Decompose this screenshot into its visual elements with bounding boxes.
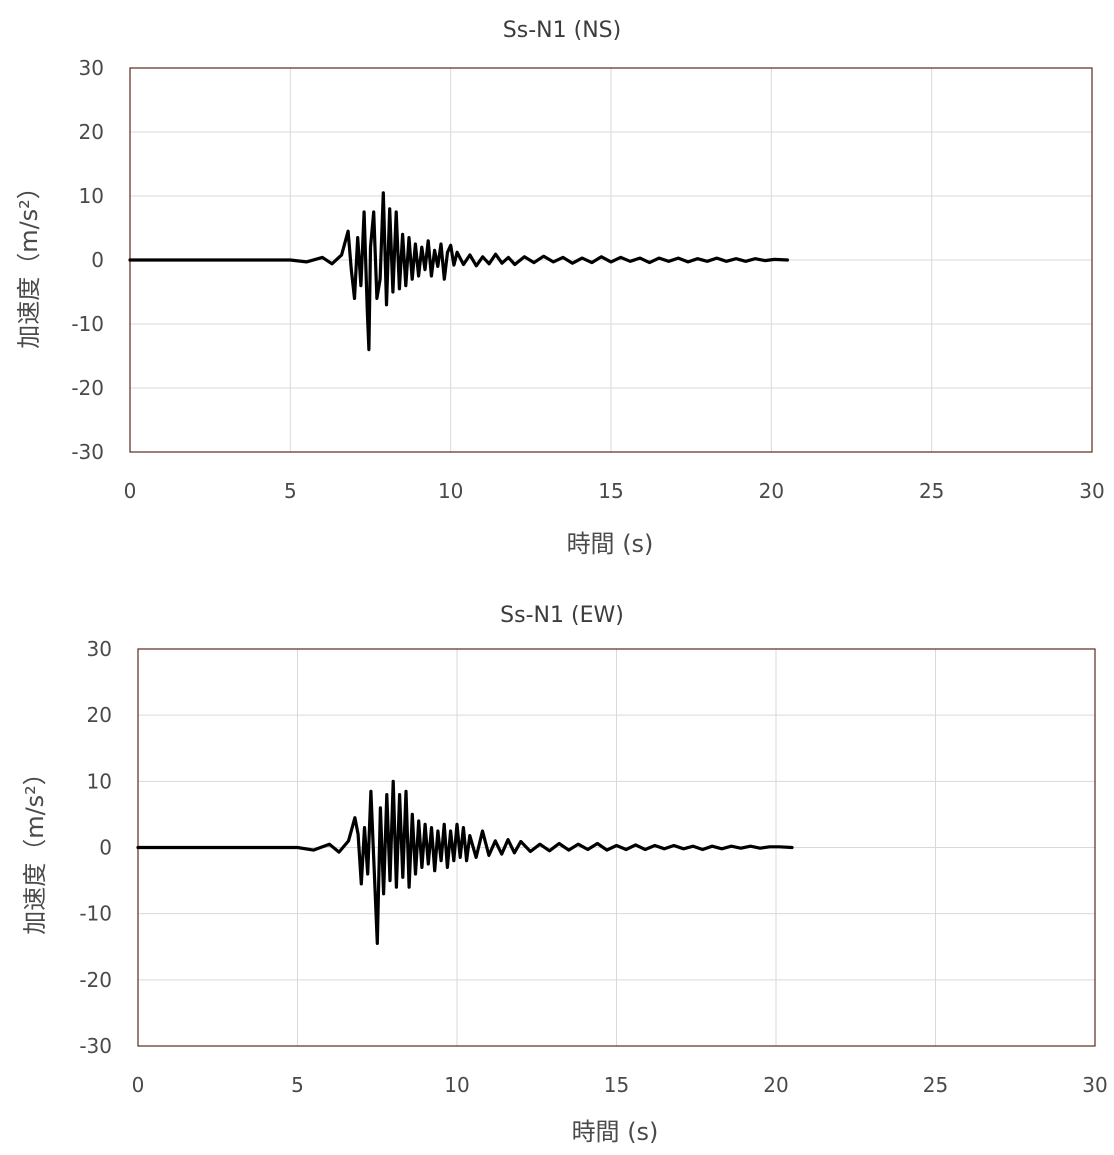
- acceleration-series-line: [136, 779, 794, 945]
- x-axis-label: 時間 (s): [572, 1118, 659, 1146]
- y-axis-label: 加速度（m/s²）: [21, 761, 49, 935]
- chart-title: Ss-N1 (NS): [503, 18, 621, 43]
- x-axis-label: 時間 (s): [567, 530, 654, 558]
- y-tick-label: 0: [91, 248, 104, 272]
- y-tick-labels: 30 20 10 0 -10 -20 -30: [71, 56, 104, 464]
- chart-ew: Ss-N1 (EW) 30 20 10 0 -10 -20 -30 0 5 10 15 20 25 30…: [0, 588, 1114, 1155]
- y-tick-label: 20: [79, 120, 104, 144]
- y-axis-label: 加速度（m/s²）: [15, 175, 43, 349]
- x-tick-label: 20: [759, 479, 784, 503]
- x-tick-label: 30: [1082, 1073, 1107, 1097]
- chart-ns: Ss-N1 (NS) 30 20 10 0 -10 -20 -30 0 5 10 15 20 25 30…: [0, 0, 1114, 575]
- chart-title: Ss-N1 (EW): [500, 603, 624, 628]
- x-tick-label: 30: [1079, 479, 1104, 503]
- x-tick-label: 25: [919, 479, 944, 503]
- chart-ew-svg: Ss-N1 (EW) 30 20 10 0 -10 -20 -30 0 5 10 15 20 25 30…: [21, 603, 1108, 1146]
- y-tick-label: 30: [79, 56, 104, 80]
- y-tick-label: 10: [79, 184, 104, 208]
- y-tick-label: 10: [87, 769, 112, 793]
- x-tick-labels: 0 5 10 15 20 25 30: [132, 1073, 1108, 1097]
- y-tick-label: -30: [71, 440, 104, 464]
- x-tick-label: 0: [132, 1073, 145, 1097]
- x-tick-label: 5: [284, 479, 297, 503]
- y-tick-label: -20: [79, 968, 112, 992]
- y-tick-label: -10: [71, 312, 104, 336]
- x-tick-label: 15: [604, 1073, 629, 1097]
- x-tick-label: 10: [438, 479, 463, 503]
- y-tick-label: -30: [79, 1034, 112, 1058]
- x-tick-label: 25: [923, 1073, 948, 1097]
- acceleration-series-line: [128, 191, 789, 352]
- y-tick-label: 0: [99, 836, 112, 860]
- y-tick-label: 20: [87, 703, 112, 727]
- x-tick-label: 20: [763, 1073, 788, 1097]
- y-tick-labels: 30 20 10 0 -10 -20 -30: [79, 637, 112, 1058]
- x-tick-label: 0: [124, 479, 137, 503]
- x-tick-label: 5: [291, 1073, 304, 1097]
- chart-ns-svg: Ss-N1 (NS) 30 20 10 0 -10 -20 -30 0 5 10 15 20 25 30…: [15, 18, 1105, 558]
- y-tick-label: 30: [87, 637, 112, 661]
- x-tick-label: 15: [598, 479, 623, 503]
- x-tick-labels: 0 5 10 15 20 25 30: [124, 479, 1105, 503]
- y-tick-label: -10: [79, 902, 112, 926]
- y-tick-label: -20: [71, 376, 104, 400]
- x-tick-label: 10: [444, 1073, 469, 1097]
